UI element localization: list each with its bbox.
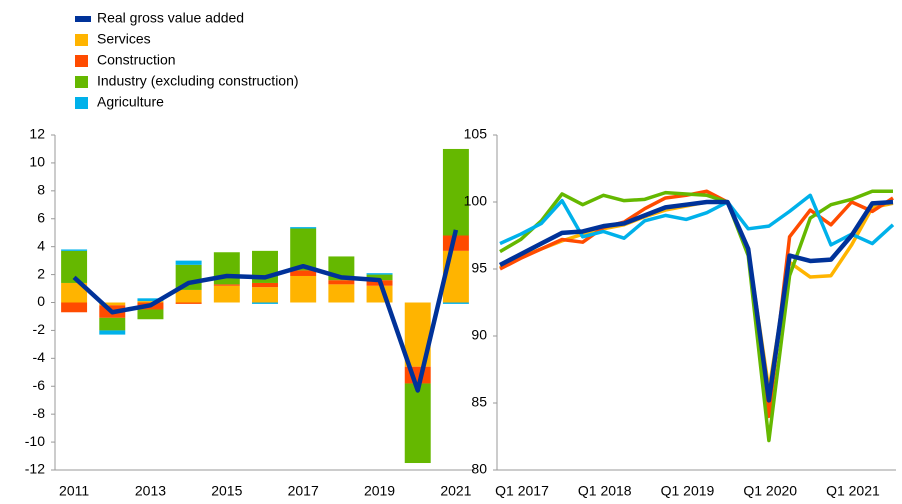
y-tick-label: -6 — [33, 377, 46, 393]
y-tick-label: -12 — [25, 461, 45, 477]
bar-segment — [442, 302, 469, 304]
bar-segment — [137, 301, 164, 303]
y-tick-label: 100 — [464, 193, 488, 209]
legend-swatch — [75, 76, 88, 88]
x-tick-label: 2013 — [135, 483, 166, 499]
y-tick-label: 95 — [471, 260, 487, 276]
bar-segment — [137, 309, 164, 320]
bar-segment — [252, 282, 278, 288]
y-tick-label: 10 — [29, 154, 45, 170]
legend-label: Agriculture — [97, 94, 164, 110]
bar-segment — [442, 235, 469, 251]
legend-label: Services — [97, 31, 151, 47]
bar-segment — [442, 148, 469, 236]
line — [499, 200, 894, 392]
y-tick-label: -4 — [33, 349, 46, 365]
y-tick-label: 8 — [37, 182, 45, 198]
x-tick-label: Q1 2021 — [826, 483, 880, 499]
line — [499, 189, 893, 443]
bar-segment — [252, 287, 278, 303]
bar-segment — [213, 284, 240, 286]
x-tick-label: 2011 — [59, 483, 89, 499]
bar-segment — [175, 302, 202, 304]
x-tick-label: Q1 2018 — [578, 483, 632, 499]
y-tick-label: 85 — [471, 394, 487, 410]
x-tick-label: 2017 — [288, 483, 319, 499]
bar-segment — [366, 274, 393, 281]
line — [499, 189, 894, 419]
bar-segment — [99, 330, 126, 335]
y-tick-label: 105 — [464, 126, 488, 142]
legend-swatch — [75, 97, 88, 109]
y-tick-label: 80 — [471, 461, 487, 477]
line — [498, 199, 894, 403]
legend-label: Construction — [97, 52, 176, 68]
x-tick-label: Q1 2017 — [495, 483, 549, 499]
bar-segment — [61, 282, 88, 303]
legend-swatch — [75, 34, 88, 46]
legend-label: Industry (excluding construction) — [97, 73, 299, 89]
x-tick-label: Q1 2019 — [661, 483, 715, 499]
y-tick-label: -8 — [33, 405, 46, 421]
bar-segment — [290, 275, 317, 303]
bar-segment — [61, 302, 88, 313]
bar-segment — [290, 228, 317, 271]
line — [499, 193, 895, 247]
y-tick-label: 0 — [37, 293, 45, 309]
bar-segment — [366, 273, 393, 275]
bar-segment — [175, 260, 202, 265]
y-tick-label: 4 — [37, 237, 45, 253]
x-tick-label: 2021 — [440, 483, 471, 499]
bar-segment — [213, 285, 240, 303]
x-tick-label: 2019 — [364, 483, 395, 499]
bar-segment — [99, 317, 126, 331]
bar-segment — [99, 302, 126, 306]
bar-segment — [290, 227, 317, 229]
bar-segment — [252, 302, 278, 304]
y-tick-label: 6 — [37, 209, 45, 225]
bar-segment — [404, 383, 431, 464]
legend-swatch — [75, 16, 91, 22]
legend-swatch — [75, 55, 88, 67]
bar-segment — [61, 249, 88, 251]
bar-segment — [328, 284, 355, 303]
bar-segment — [175, 289, 202, 303]
line — [72, 229, 459, 393]
bar-segment — [328, 280, 355, 285]
bar-segment — [137, 298, 164, 302]
bar-segment — [290, 270, 317, 276]
y-tick-label: -10 — [25, 433, 45, 449]
x-tick-label: 2015 — [211, 483, 242, 499]
y-tick-label: 90 — [471, 327, 487, 343]
y-tick-label: 12 — [29, 126, 45, 142]
y-tick-label: 2 — [37, 265, 45, 281]
y-tick-label: -2 — [33, 321, 46, 337]
legend-label: Real gross value added — [97, 10, 244, 26]
x-tick-label: Q1 2020 — [743, 483, 797, 499]
